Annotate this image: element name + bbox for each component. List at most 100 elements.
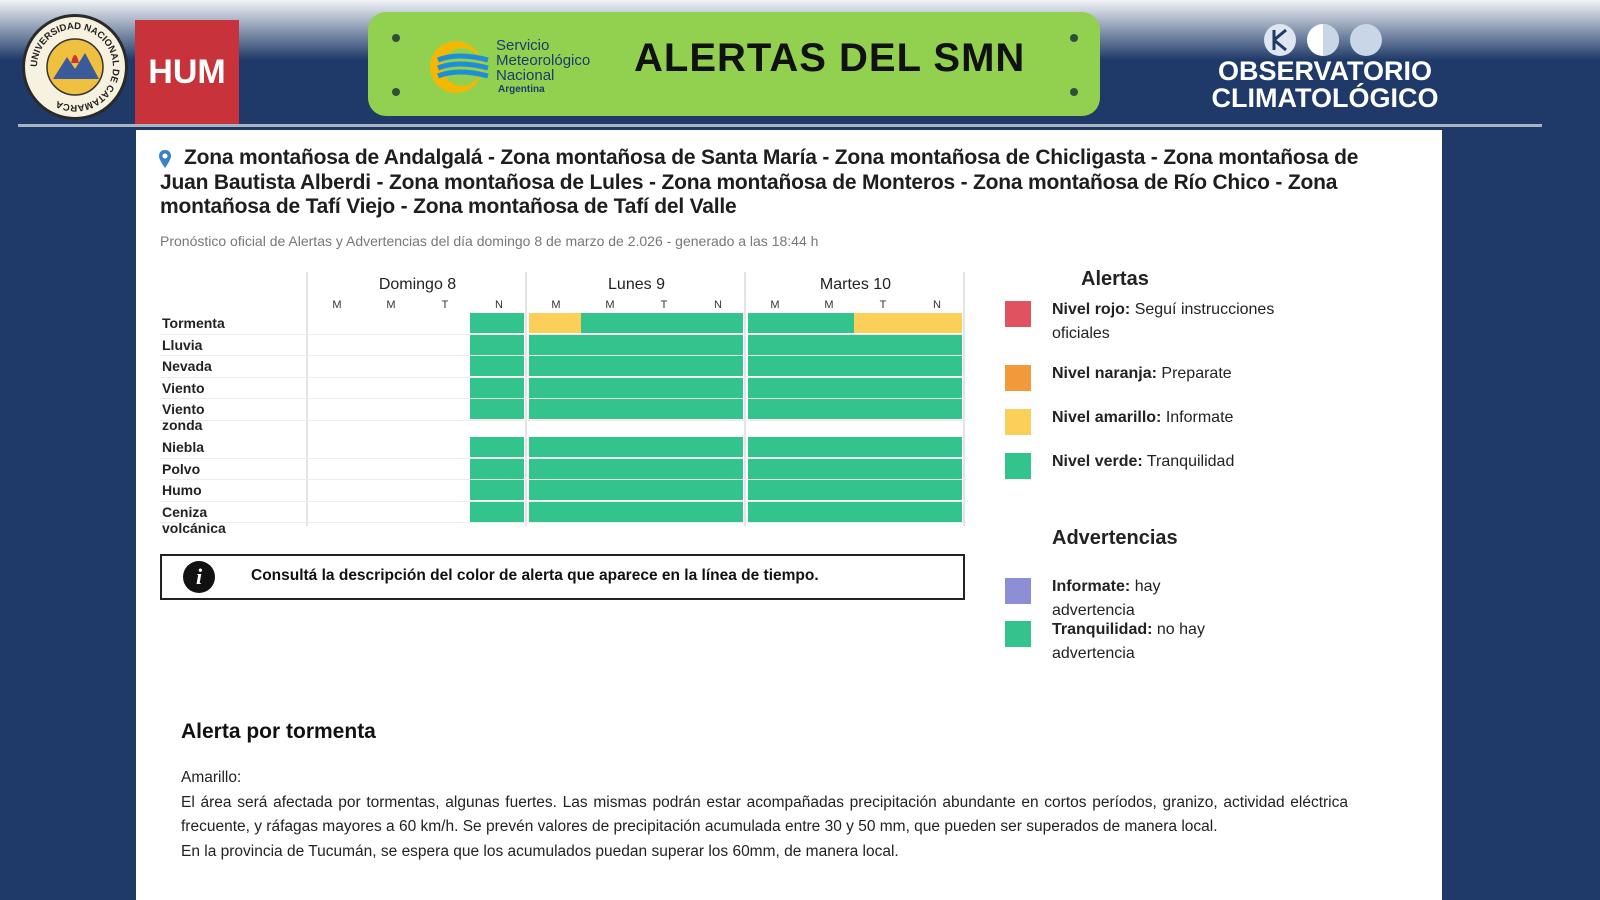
alert-cell [800,437,855,457]
paragraph: Amarillo: [181,769,242,786]
alert-cell [529,313,582,333]
university-seal: UNIVERSIDAD NACIONAL DE CATAMARCA [22,14,128,120]
column-separator [963,272,965,526]
alert-cell [748,334,801,355]
legend-item: Informate: hay advertencia [1052,575,1232,623]
alert-cell [800,399,855,419]
alert-cell [529,437,582,457]
alert-cell [800,334,855,355]
legend-item: Nivel rojo: Seguí instrucciones oficiale… [1052,298,1282,346]
alert-cell [800,377,855,398]
alert-cell [854,458,909,479]
alert-cell [689,437,743,457]
alert-cell [748,437,801,457]
period-label: T [879,299,887,311]
row-label: Tormenta [162,315,225,331]
period-label: N [495,299,503,311]
legend-label: Nivel naranja: [1052,365,1157,382]
alert-cell [908,458,962,479]
alert-cell [581,334,636,355]
period-label: M [605,299,615,311]
alert-cell [854,334,909,355]
alert-cell [529,334,582,355]
paragraph: El área será afectada por tormentas, alg… [181,793,1348,836]
legend-swatch [1005,621,1031,647]
faculty-logo: HUM [135,20,239,124]
column-separator [306,272,308,526]
legend-swatch [1005,409,1031,435]
alert-cell [689,377,743,398]
smn-country: Argentina [498,84,545,95]
observatory-line: OBSERVATORIO [1217,56,1433,86]
section-body: Amarillo: El área será afectada por torme… [181,766,1348,864]
alert-cell [854,356,909,376]
alert-cell [581,356,636,376]
row-line [160,398,966,399]
alert-cell [581,313,636,333]
header-rule [18,124,1542,127]
legend-swatch [1005,578,1031,604]
alert-cell [908,480,962,500]
row-label: Ceniza volcánica [162,503,226,536]
row-line [160,522,966,523]
row-line [160,376,966,378]
alert-cell [635,356,690,376]
period-label: M [824,299,834,311]
alert-cell [581,501,636,522]
legend-text: no hay advertencia [1052,621,1205,662]
alert-cell [689,356,743,376]
banner-ornaments [392,34,1078,96]
row-line [160,500,966,502]
info-icon: i [183,561,215,593]
observatory-name: OBSERVATORIO CLIMATOLÓGICO [1200,58,1450,112]
legend-text: Preparate [1161,365,1232,382]
alert-cell [748,399,801,419]
legend-title: Alertas [1081,268,1149,290]
legend-title: Advertencias [1052,527,1178,549]
alert-cell [529,399,582,419]
alert-cell [854,501,909,522]
alert-cell [470,480,524,500]
legend-swatch [1005,453,1031,479]
legend-label: Informate: [1052,578,1131,595]
row-label: Lluvia [162,336,203,353]
legend-swatch [1005,365,1031,391]
section-title: Alerta por tormenta [181,720,376,743]
alert-cell [748,377,801,398]
alert-cell [748,501,801,522]
legend-item: Nivel verde: Tranquilidad [1052,450,1282,474]
alert-cell [470,356,524,376]
row-label: Niebla [162,439,205,455]
row-line [160,457,966,459]
alert-cell [581,377,636,398]
alert-cell [908,377,962,398]
alert-cell [470,399,524,419]
info-text: Consultá la descripción del color de ale… [251,567,819,584]
alert-cell [635,501,690,522]
subtitle: Pronóstico oficial de Alertas y Adverten… [160,233,819,249]
location: Zona montañosa de Andalgalá - Zona monta… [160,146,1370,220]
row-line [160,419,966,421]
alert-cell [748,458,801,479]
legend-text: Seguí instrucciones oficiales [1052,301,1275,342]
alert-cell [908,437,962,457]
row-label: Humo [162,482,202,498]
alert-cell [635,334,690,355]
alert-cell [581,399,636,419]
legend-swatch [1005,301,1031,327]
legend-label: Nivel rojo: [1052,301,1131,318]
alert-cell [581,480,636,500]
legend-item: Nivel amarillo: Informate [1052,406,1282,430]
alert-cell [908,399,962,419]
legend-text: hay advertencia [1052,578,1161,619]
legend-label: Nivel amarillo: [1052,409,1162,426]
alert-cell [689,480,743,500]
alert-cell [470,458,524,479]
alert-cell [800,313,855,333]
alert-cell [529,480,582,500]
alert-cell [689,501,743,522]
alert-cell [635,313,690,333]
row-label: Nevada [162,358,212,374]
row-line [160,355,966,356]
